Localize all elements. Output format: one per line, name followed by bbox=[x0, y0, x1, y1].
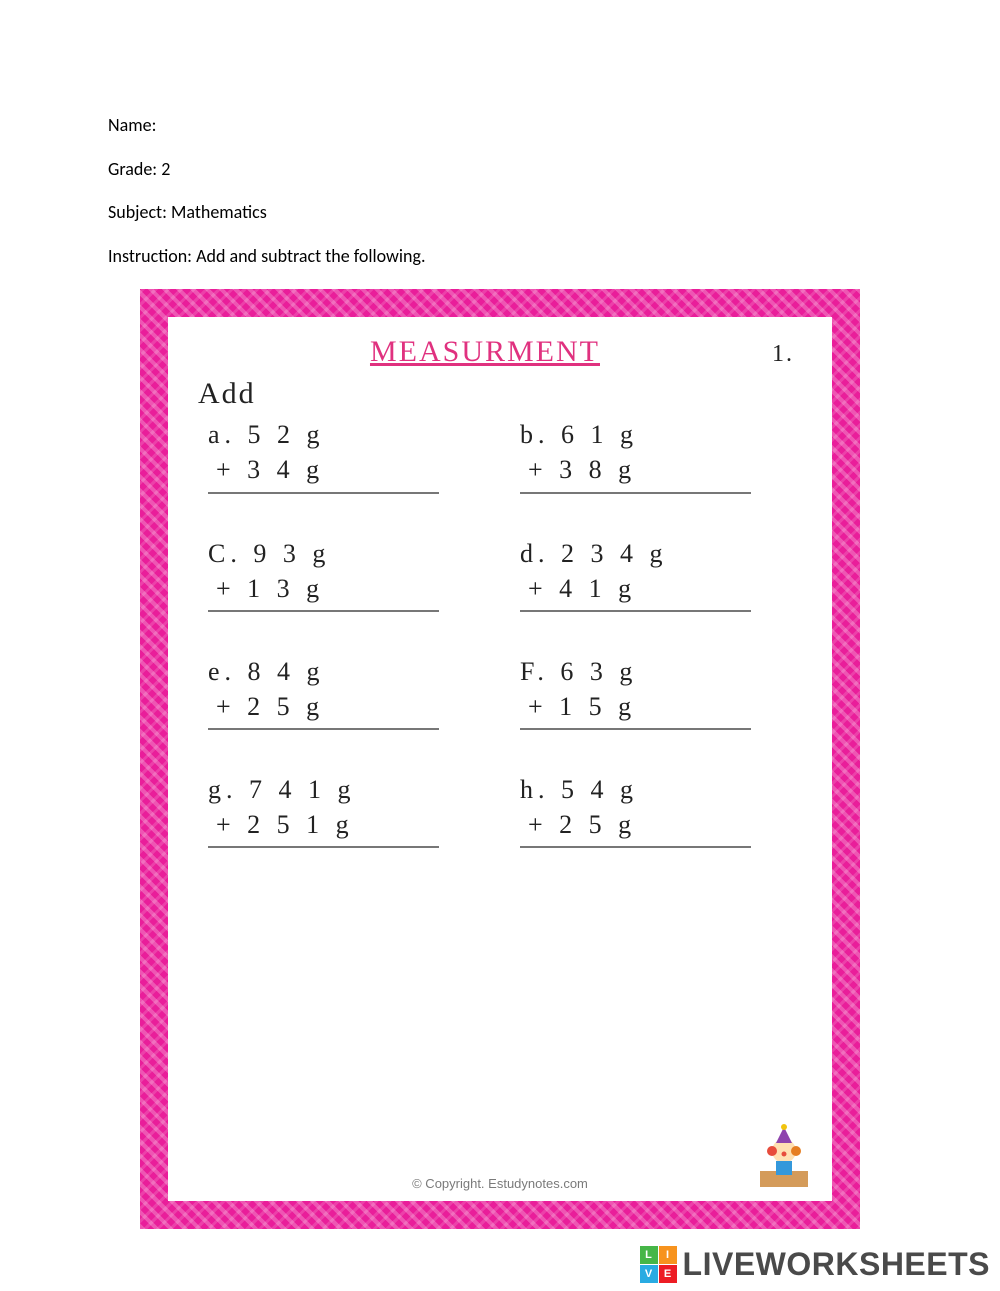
watermark-badge: LIVE bbox=[640, 1246, 677, 1283]
problem-top-line: b. 6 1 g bbox=[520, 417, 792, 452]
problem-top-line: C. 9 3 g bbox=[208, 536, 480, 571]
problem-top-line: a. 5 2 g bbox=[208, 417, 480, 452]
problem-bottom-line: + 4 1 g bbox=[520, 571, 792, 606]
problem: g. 7 4 1 g+ 2 5 1 g bbox=[208, 772, 480, 848]
worksheet-border: MEASURMENT 1. Add a. 5 2 g+ 3 4 g b. 6 1 … bbox=[140, 289, 860, 1229]
problem-bottom-line: + 3 4 g bbox=[208, 452, 480, 487]
problem-bottom-line: + 2 5 1 g bbox=[208, 807, 480, 842]
answer-rule[interactable] bbox=[208, 728, 439, 730]
problem-bottom-line: + 1 3 g bbox=[208, 571, 480, 606]
problem: h. 5 4 g+ 2 5 g bbox=[520, 772, 792, 848]
answer-rule[interactable] bbox=[208, 492, 439, 494]
worksheet-page-number: 1. bbox=[772, 341, 794, 368]
answer-rule[interactable] bbox=[520, 728, 751, 730]
problem-bottom-line: + 3 8 g bbox=[520, 452, 792, 487]
answer-rule[interactable] bbox=[520, 610, 751, 612]
problem-bottom-line: + 2 5 g bbox=[208, 689, 480, 724]
problem: F. 6 3 g+ 1 5 g bbox=[520, 654, 792, 730]
watermark-badge-cell: E bbox=[659, 1265, 677, 1283]
problems-grid: a. 5 2 g+ 3 4 gb. 6 1 g+ 3 8 gC. 9 3 g+ … bbox=[198, 417, 802, 848]
problem-top-line: g. 7 4 1 g bbox=[208, 772, 480, 807]
name-field[interactable]: Name: bbox=[108, 115, 1000, 137]
subject-field: Subject: Mathematics bbox=[108, 202, 1000, 224]
worksheet-title-row: MEASURMENT 1. bbox=[198, 335, 802, 369]
worksheet-body: MEASURMENT 1. Add a. 5 2 g+ 3 4 g b. 6 1 … bbox=[168, 317, 832, 1201]
grade-field: Grade: 2 bbox=[108, 159, 1000, 181]
instruction-value: Add and subtract the following. bbox=[196, 245, 425, 267]
clown-icon bbox=[754, 1121, 814, 1191]
problem-top-line: d. 2 3 4 g bbox=[520, 536, 792, 571]
instruction-field: Instruction: Add and subtract the follow… bbox=[108, 246, 1000, 268]
problem-bottom-line: + 2 5 g bbox=[520, 807, 792, 842]
answer-rule[interactable] bbox=[520, 846, 751, 848]
problem: d. 2 3 4 g+ 4 1 g bbox=[520, 536, 792, 612]
problem: e. 8 4 g+ 2 5 g bbox=[208, 654, 480, 730]
grade-label: Grade: bbox=[108, 158, 157, 180]
problem-top-line: e. 8 4 g bbox=[208, 654, 480, 689]
document-header: Name: Grade: 2 Subject: Mathematics Inst… bbox=[0, 0, 1000, 267]
problem: a. 5 2 g+ 3 4 g bbox=[208, 417, 480, 493]
problem-top-line: F. 6 3 g bbox=[520, 654, 792, 689]
answer-rule[interactable] bbox=[520, 492, 751, 494]
problem: C. 9 3 g+ 1 3 g bbox=[208, 536, 480, 612]
liveworksheets-watermark: LIVE LIVEWORKSHEETS bbox=[640, 1246, 990, 1283]
problem: b. 6 1 g+ 3 8 g bbox=[520, 417, 792, 493]
subject-label: Subject: bbox=[108, 201, 167, 223]
problem-bottom-line: + 1 5 g bbox=[520, 689, 792, 724]
worksheet-title: MEASURMENT bbox=[198, 335, 772, 369]
name-label: Name: bbox=[108, 114, 156, 136]
section-label-add: Add bbox=[198, 377, 802, 411]
problem-top-line: h. 5 4 g bbox=[520, 772, 792, 807]
watermark-badge-cell: V bbox=[640, 1265, 658, 1283]
instruction-label: Instruction: bbox=[108, 245, 192, 267]
subject-value: Mathematics bbox=[171, 201, 267, 223]
answer-rule[interactable] bbox=[208, 846, 439, 848]
watermark-text: LIVEWORKSHEETS bbox=[683, 1246, 990, 1283]
copyright-text: © Copyright. Estudynotes.com bbox=[168, 1176, 832, 1191]
answer-rule[interactable] bbox=[208, 610, 439, 612]
watermark-badge-cell: I bbox=[659, 1246, 677, 1264]
watermark-badge-cell: L bbox=[640, 1246, 658, 1264]
grade-value: 2 bbox=[161, 158, 170, 180]
